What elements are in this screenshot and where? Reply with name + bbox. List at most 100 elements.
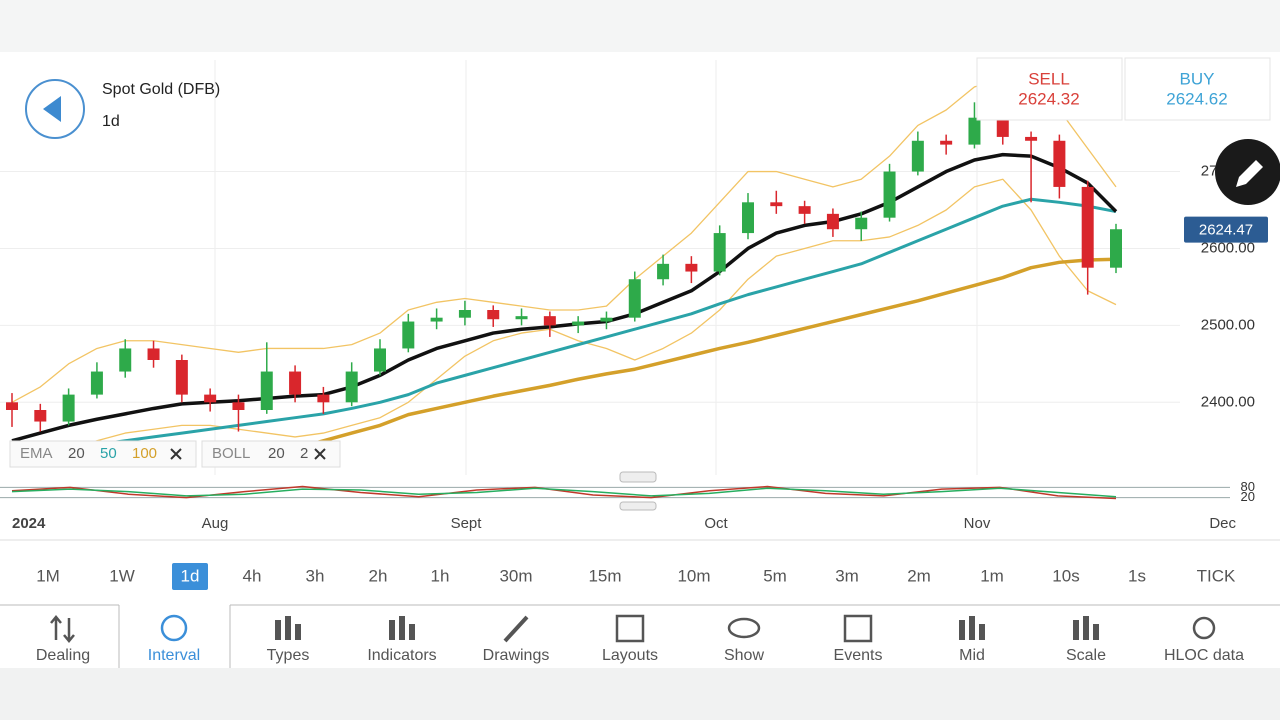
instrument-title: Spot Gold (DFB) bbox=[102, 81, 220, 98]
toolbar-icon[interactable] bbox=[50, 615, 75, 643]
candle-body bbox=[628, 279, 641, 318]
interval-option[interactable]: 3h bbox=[306, 566, 325, 585]
buy-price[interactable]: 2624.62 bbox=[1166, 89, 1227, 108]
toolbar-button[interactable]: Interval bbox=[148, 614, 200, 664]
toolbar-button[interactable]: Events bbox=[834, 614, 883, 664]
toolbar-button[interactable]: Types bbox=[267, 616, 310, 664]
interval-option[interactable]: 10m bbox=[677, 566, 710, 585]
toolbar-icon[interactable] bbox=[959, 616, 985, 640]
candle-body bbox=[1053, 140, 1066, 187]
toolbar-label[interactable]: Interval bbox=[148, 647, 200, 664]
pencil-icon[interactable] bbox=[1236, 160, 1263, 187]
candle-body bbox=[175, 360, 188, 395]
back-arrow[interactable] bbox=[43, 96, 61, 122]
interval-option[interactable]: 15m bbox=[588, 566, 621, 585]
interval-selected[interactable] bbox=[172, 563, 208, 590]
toolbar-button[interactable]: Scale bbox=[1066, 616, 1106, 664]
toolbar-icon[interactable] bbox=[615, 614, 645, 643]
oscillator-tick-label: 80 bbox=[1241, 479, 1255, 494]
indicator-param[interactable]: 100 bbox=[132, 445, 157, 462]
interval-option[interactable]: 10s bbox=[1052, 566, 1079, 585]
candle-body bbox=[90, 371, 103, 395]
indicator-name[interactable]: BOLL bbox=[212, 445, 250, 462]
candle-body bbox=[713, 233, 726, 272]
candle-body bbox=[657, 263, 670, 280]
toolbar-button[interactable]: Dealing bbox=[36, 615, 90, 664]
indicator-param[interactable]: 2 bbox=[300, 445, 308, 462]
oscillator-line bbox=[11, 487, 1117, 498]
interval-option[interactable]: 4h bbox=[243, 566, 262, 585]
oscillator-line bbox=[11, 485, 1117, 500]
interval-option[interactable]: 2m bbox=[907, 566, 931, 585]
sell-box[interactable] bbox=[976, 57, 1123, 121]
toolbar-label[interactable]: Types bbox=[267, 647, 310, 664]
interval-option[interactable]: 1d bbox=[181, 566, 200, 585]
toolbar-button[interactable]: Layouts bbox=[602, 614, 658, 664]
toolbar-button[interactable]: HLOC data bbox=[1164, 616, 1244, 664]
indicator-chip[interactable] bbox=[201, 440, 341, 468]
toolbar-icon[interactable] bbox=[1073, 616, 1099, 640]
indicator-name[interactable]: EMA bbox=[20, 445, 53, 462]
toolbar-button[interactable]: Indicators bbox=[367, 616, 437, 664]
draw-button[interactable] bbox=[1215, 139, 1280, 205]
candle-body bbox=[317, 394, 330, 403]
toolbar-icon[interactable] bbox=[843, 614, 873, 643]
interval-option[interactable]: 1M bbox=[36, 566, 60, 585]
toolbar-icon[interactable] bbox=[160, 614, 188, 642]
remove-indicator[interactable] bbox=[314, 448, 326, 460]
candle-body bbox=[855, 217, 868, 230]
toolbar-icon[interactable] bbox=[389, 616, 415, 640]
toolbar-label[interactable]: Mid bbox=[959, 647, 985, 664]
indicator-line bbox=[11, 178, 1117, 453]
interval-option[interactable]: 30m bbox=[499, 566, 532, 585]
scroll-handle[interactable] bbox=[619, 471, 657, 483]
indicator-param[interactable]: 20 bbox=[68, 445, 85, 462]
toolbar-button[interactable]: Show bbox=[724, 617, 764, 664]
scroll-handle[interactable] bbox=[619, 501, 657, 511]
candle-body bbox=[374, 348, 386, 372]
last-price-tag bbox=[1184, 216, 1268, 243]
candle-body bbox=[232, 402, 245, 410]
buy-box[interactable] bbox=[1124, 57, 1271, 121]
interval-option[interactable]: 3m bbox=[835, 566, 859, 585]
sell-price[interactable]: 2624.32 bbox=[1018, 89, 1079, 108]
indicator-chip[interactable] bbox=[9, 440, 197, 468]
x-tick-label: Dec bbox=[1209, 515, 1236, 532]
candle-body bbox=[940, 140, 953, 145]
instrument-interval: 1d bbox=[102, 113, 120, 130]
toolbar-icon[interactable] bbox=[275, 616, 301, 640]
bottom-bar bbox=[0, 668, 1280, 720]
overlay: 2400.002500.002600.002700.002624.47EMA20… bbox=[9, 163, 1268, 468]
sell-button[interactable]: SELL 2624.32 bbox=[976, 57, 1123, 121]
toolbar-label[interactable]: Dealing bbox=[36, 647, 90, 664]
toolbar-icon[interactable] bbox=[503, 615, 529, 643]
remove-indicator[interactable] bbox=[170, 448, 182, 460]
toolbar-label[interactable]: Layouts bbox=[602, 647, 658, 664]
buy-button[interactable]: BUY 2624.62 bbox=[1124, 57, 1271, 121]
interval-option[interactable]: 1s bbox=[1128, 566, 1146, 585]
toolbar-label[interactable]: Indicators bbox=[367, 647, 436, 664]
toolbar-label[interactable]: Events bbox=[834, 647, 883, 664]
indicator-param[interactable]: 20 bbox=[268, 445, 285, 462]
candle-body bbox=[204, 394, 217, 403]
indicator-param[interactable]: 50 bbox=[100, 445, 117, 462]
interval-option[interactable]: 1m bbox=[980, 566, 1004, 585]
candle-body bbox=[600, 317, 613, 322]
toolbar-label[interactable]: HLOC data bbox=[1164, 647, 1244, 664]
toolbar-icon[interactable] bbox=[727, 617, 761, 639]
interval-option[interactable]: 1h bbox=[431, 566, 450, 585]
sell-label[interactable]: SELL bbox=[1028, 69, 1070, 88]
interval-option[interactable]: 1W bbox=[109, 566, 135, 585]
toolbar-label[interactable]: Scale bbox=[1066, 647, 1106, 664]
toolbar-label[interactable]: Drawings bbox=[483, 647, 550, 664]
toolbar-icon[interactable] bbox=[1192, 616, 1216, 640]
buy-label[interactable]: BUY bbox=[1180, 69, 1215, 88]
interval-option[interactable]: 5m bbox=[763, 566, 787, 585]
back-button[interactable] bbox=[25, 79, 85, 139]
interval-option[interactable]: 2h bbox=[369, 566, 388, 585]
interval-option[interactable]: TICK bbox=[1197, 566, 1236, 585]
toolbar-label[interactable]: Show bbox=[724, 647, 764, 664]
x-tick-label: Sept bbox=[451, 515, 483, 532]
toolbar-button[interactable]: Mid bbox=[959, 616, 985, 664]
toolbar-button[interactable]: Drawings bbox=[483, 615, 550, 664]
